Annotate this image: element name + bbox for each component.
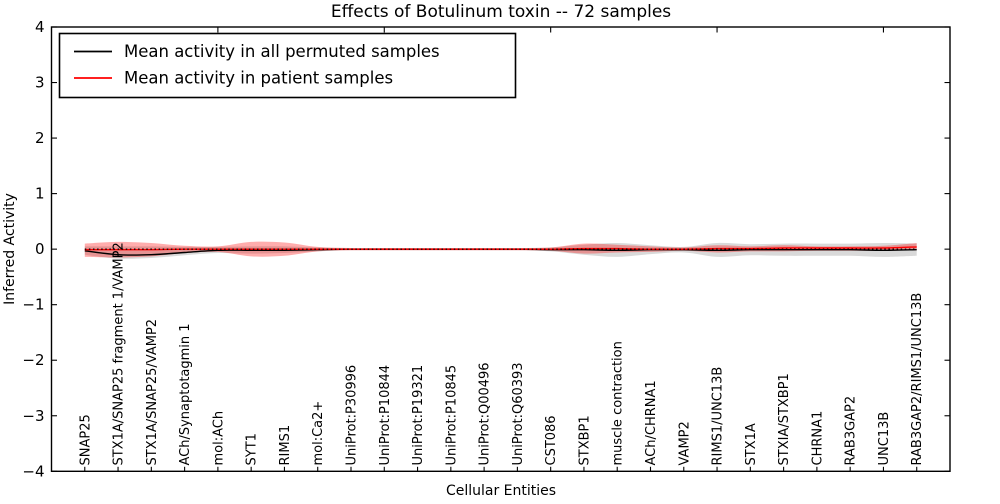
category-label: STX1A/SNAP25 fragment 1/VAMP2 [112, 242, 127, 465]
category-label: UniProt:P10844 [378, 365, 393, 466]
y-tick-label: 1 [35, 185, 45, 203]
category-label: VAMP2 [677, 421, 692, 465]
category-label: STX1A [744, 423, 759, 465]
category-label: RAB3GAP2/RIMS1/UNC13B [910, 293, 925, 466]
y-tick-label: −3 [22, 407, 44, 425]
category-label: SNAP25 [78, 414, 93, 465]
category-label: UniProt:Q60393 [511, 362, 526, 465]
category-label: CST086 [544, 415, 559, 465]
category-label: RAB3GAP2 [844, 396, 859, 466]
category-label: UniProt:Q00496 [478, 362, 493, 465]
y-tick-label: −4 [22, 462, 44, 480]
y-tick-label: 4 [35, 18, 45, 36]
category-label: UNC13B [877, 412, 892, 466]
category-label: muscle contraction [611, 341, 626, 465]
category-label: RIMS1/UNC13B [711, 367, 726, 466]
y-tick-label: 3 [35, 74, 45, 92]
category-label: mol:ACh [211, 411, 226, 466]
chart-title: Effects of Botulinum toxin -- 72 samples [331, 2, 671, 22]
category-label: SYT1 [245, 433, 260, 465]
permuted-band [84, 242, 917, 259]
category-label: ACh/Synaptotagmin 1 [178, 323, 193, 465]
y-axis-label: Inferred Activity [2, 193, 18, 305]
legend-label-permuted: Mean activity in all permuted samples [124, 42, 440, 61]
y-tick-label: −2 [22, 351, 44, 369]
legend-box [58, 32, 517, 99]
category-label: CHRNA1 [810, 411, 825, 466]
y-tick-label: 2 [35, 129, 45, 147]
category-label: UniProt:P30996 [345, 365, 360, 466]
category-label: RIMS1 [278, 425, 293, 466]
legend-label-patient: Mean activity in patient samples [124, 69, 393, 88]
plot-area: −4 −3 −2 −1 0 1 2 3 4 SNAP25 STX1A/SNAP25 fragment… [22, 18, 951, 480]
legend: Mean activity in all permuted samples Me… [58, 32, 517, 99]
category-label: STX1A/SNAP25/VAMP2 [145, 319, 160, 466]
category-label: UniProt:P19321 [411, 365, 426, 466]
y-tick-label: 0 [35, 240, 45, 258]
y-tick-label: −1 [22, 296, 44, 314]
x-axis-label: Cellular Entities [446, 483, 556, 499]
category-label: ACh/CHRNA1 [644, 380, 659, 465]
category-label: STXBP1 [577, 415, 592, 465]
category-label: STXIA/STXBP1 [777, 373, 792, 465]
category-label: UniProt:P10845 [444, 365, 459, 466]
category-label: mol:Ca2+ [311, 401, 326, 466]
